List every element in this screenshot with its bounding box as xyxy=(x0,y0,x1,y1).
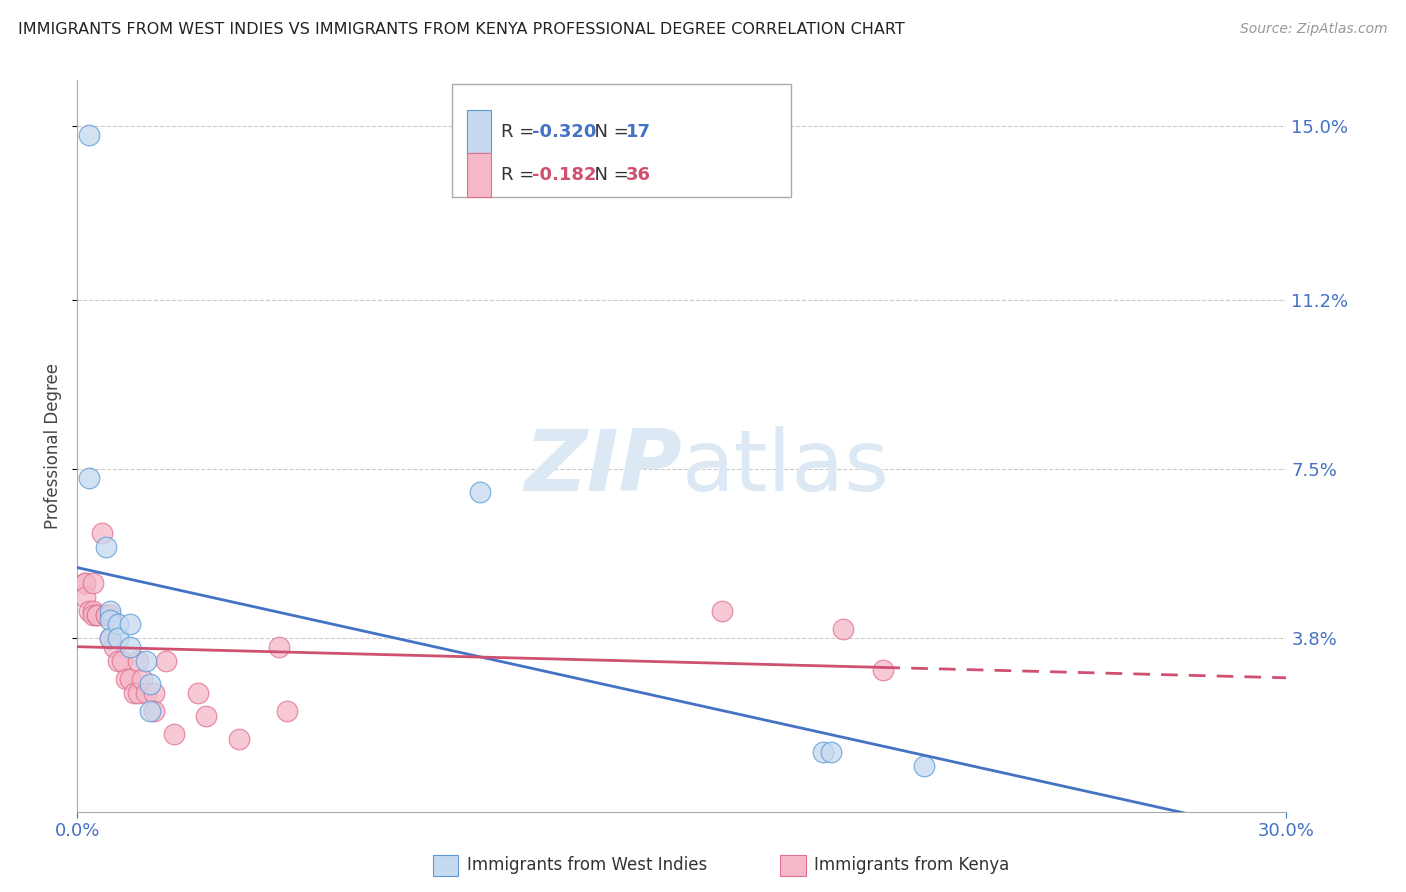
Point xyxy=(142,686,165,700)
Text: N =: N = xyxy=(582,166,634,184)
Text: IMMIGRANTS FROM WEST INDIES VS IMMIGRANTS FROM KENYA PROFESSIONAL DEGREE CORRELA: IMMIGRANTS FROM WEST INDIES VS IMMIGRANT… xyxy=(18,22,905,37)
Point xyxy=(267,640,290,655)
Point xyxy=(139,704,162,718)
Point xyxy=(86,608,108,623)
Y-axis label: Professional Degree: Professional Degree xyxy=(44,363,62,529)
Point xyxy=(163,727,186,741)
Point xyxy=(79,603,101,617)
Point xyxy=(820,745,842,759)
Text: R =: R = xyxy=(501,122,540,141)
Point xyxy=(135,654,157,668)
Text: Immigrants from Kenya: Immigrants from Kenya xyxy=(814,856,1010,874)
Point xyxy=(103,640,125,655)
Text: -0.182: -0.182 xyxy=(531,166,596,184)
Point xyxy=(82,576,104,591)
Point xyxy=(98,603,121,617)
Point xyxy=(118,672,141,686)
Point xyxy=(94,608,117,623)
Point xyxy=(94,540,117,554)
Text: Immigrants from West Indies: Immigrants from West Indies xyxy=(467,856,707,874)
Text: 17: 17 xyxy=(626,122,651,141)
Text: N =: N = xyxy=(582,122,634,141)
Point xyxy=(711,603,734,617)
Point xyxy=(131,672,153,686)
Point xyxy=(118,617,141,632)
Point xyxy=(127,686,149,700)
Point xyxy=(75,576,97,591)
Point xyxy=(79,471,101,485)
Point xyxy=(811,745,834,759)
Text: R =: R = xyxy=(501,166,540,184)
Point xyxy=(912,759,935,773)
Point xyxy=(94,608,117,623)
Point xyxy=(114,672,136,686)
Point xyxy=(86,608,108,623)
Point xyxy=(139,676,162,690)
Point xyxy=(187,686,209,700)
Point xyxy=(228,731,250,746)
Point xyxy=(142,704,165,718)
Point xyxy=(276,704,298,718)
Point xyxy=(82,603,104,617)
Point xyxy=(832,622,855,636)
Point xyxy=(872,663,894,677)
Point xyxy=(98,613,121,627)
Point xyxy=(98,631,121,645)
Point xyxy=(107,631,129,645)
Text: Source: ZipAtlas.com: Source: ZipAtlas.com xyxy=(1240,22,1388,37)
Point xyxy=(98,631,121,645)
Point xyxy=(470,484,492,499)
Text: 36: 36 xyxy=(626,166,651,184)
Point xyxy=(75,590,97,604)
Point xyxy=(79,128,101,143)
Point xyxy=(155,654,177,668)
Point xyxy=(98,608,121,623)
Point xyxy=(75,576,97,591)
Text: -0.320: -0.320 xyxy=(531,122,596,141)
Text: ZIP: ZIP xyxy=(524,426,682,509)
Point xyxy=(122,686,145,700)
Point xyxy=(195,708,218,723)
Point xyxy=(82,608,104,623)
Point xyxy=(107,617,129,632)
Point xyxy=(107,654,129,668)
Point xyxy=(118,640,141,655)
Text: atlas: atlas xyxy=(682,426,890,509)
Point xyxy=(127,654,149,668)
Point xyxy=(135,686,157,700)
Point xyxy=(90,525,112,540)
Point xyxy=(111,654,134,668)
